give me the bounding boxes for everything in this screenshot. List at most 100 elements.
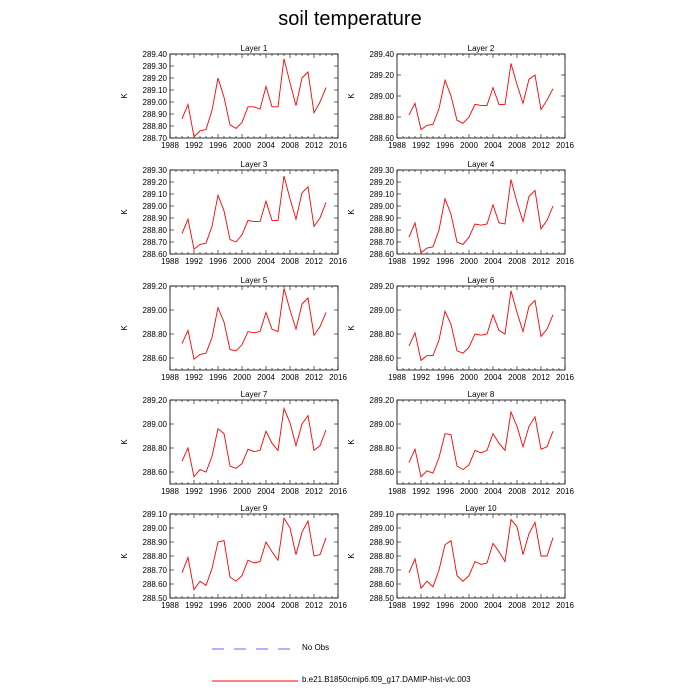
x-tick-label: 2004 (257, 373, 275, 382)
y-tick-label: 288.90 (143, 538, 168, 547)
y-tick-label: 288.80 (143, 330, 168, 339)
y-tick-label: 288.50 (370, 594, 395, 603)
x-tick-label: 1996 (436, 601, 454, 610)
x-tick-label: 1992 (185, 141, 203, 150)
x-tick-label: 1996 (209, 601, 227, 610)
y-axis-label: K (120, 439, 129, 445)
x-tick-label: 1992 (185, 601, 203, 610)
y-tick-label: 288.80 (143, 226, 168, 235)
x-tick-label: 1988 (161, 141, 179, 150)
x-tick-label: 1988 (388, 487, 406, 496)
x-tick-label: 2004 (257, 601, 275, 610)
y-tick-label: 288.60 (370, 354, 395, 363)
y-tick-label: 289.20 (143, 178, 168, 187)
x-tick-label: 1992 (412, 257, 430, 266)
y-tick-label: 289.20 (370, 71, 395, 80)
x-tick-label: 2008 (281, 487, 299, 496)
y-tick-label: 288.90 (370, 538, 395, 547)
y-tick-label: 289.00 (370, 306, 395, 315)
plot-frame (396, 513, 566, 599)
x-tick-label: 1988 (161, 373, 179, 382)
panel-title: Layer 9 (241, 504, 268, 513)
series-line (181, 58, 327, 138)
y-tick-label: 288.80 (370, 226, 395, 235)
x-tick-label: 2012 (532, 601, 550, 610)
x-tick-label: 1992 (185, 257, 203, 266)
panel-layer-5: Layer 5 K 1988 1992 1996 2000 2004 2008 2012 2016… (120, 276, 347, 382)
y-axis-label: K (120, 93, 129, 99)
y-tick-label: 288.80 (370, 330, 395, 339)
y-tick-label: 289.00 (370, 202, 395, 211)
y-tick-label: 288.60 (370, 134, 395, 143)
x-tick-label: 2016 (556, 487, 574, 496)
y-tick-label: 289.00 (370, 92, 395, 101)
plot-frame (396, 53, 566, 139)
x-tick-label: 2008 (508, 487, 526, 496)
y-tick-label: 288.80 (143, 444, 168, 453)
y-tick-label: 289.00 (370, 420, 395, 429)
panel-title: Layer 2 (468, 44, 495, 53)
y-tick-label: 288.60 (143, 468, 168, 477)
x-tick-label: 1988 (161, 257, 179, 266)
y-tick-label: 289.20 (370, 396, 395, 405)
x-tick-label: 1996 (436, 141, 454, 150)
y-tick-label: 289.00 (143, 306, 168, 315)
y-tick-label: 289.20 (370, 178, 395, 187)
y-tick-label: 288.70 (143, 238, 168, 247)
x-tick-label: 2016 (329, 257, 347, 266)
x-tick-label: 2016 (329, 373, 347, 382)
x-tick-label: 2000 (460, 257, 478, 266)
x-tick-label: 2012 (305, 141, 323, 150)
x-tick-label: 2004 (484, 257, 502, 266)
x-tick-label: 2012 (532, 487, 550, 496)
x-tick-label: 2012 (305, 257, 323, 266)
x-tick-label: 1992 (412, 373, 430, 382)
x-tick-label: 2004 (257, 487, 275, 496)
x-tick-label: 2008 (281, 373, 299, 382)
panel-layer-9: Layer 9 K 1988 1992 1996 2000 2004 2008 2012 2016… (120, 504, 347, 610)
x-tick-label: 2000 (233, 601, 251, 610)
y-tick-label: 288.90 (370, 214, 395, 223)
y-tick-label: 288.70 (370, 566, 395, 575)
panel-layer-10: Layer 10 K 1988 1992 1996 2000 2004 2008 2012 201… (347, 504, 574, 610)
x-tick-label: 2004 (484, 601, 502, 610)
y-tick-label: 289.10 (370, 190, 395, 199)
x-tick-label: 2000 (233, 487, 251, 496)
plot-frame (396, 169, 566, 255)
x-tick-label: 2016 (556, 141, 574, 150)
y-tick-label: 289.40 (143, 50, 168, 59)
x-tick-label: 2004 (484, 487, 502, 496)
panel-title: Layer 5 (241, 276, 268, 285)
panel-title: Layer 8 (468, 390, 495, 399)
figure-title: soil temperature (278, 8, 422, 30)
y-tick-label: 288.70 (370, 238, 395, 247)
x-tick-label: 1992 (185, 373, 203, 382)
y-tick-label: 289.30 (370, 166, 395, 175)
panel-title: Layer 1 (241, 44, 268, 53)
series-line (408, 518, 554, 590)
y-axis-label: K (347, 553, 356, 559)
y-axis-label: K (120, 325, 129, 331)
x-tick-label: 1996 (436, 257, 454, 266)
panel-layer-6: Layer 6 K 1988 1992 1996 2000 2004 2008 2012 2016… (347, 276, 574, 382)
panel-title: Layer 10 (465, 504, 497, 513)
y-tick-label: 289.20 (143, 396, 168, 405)
legend-model-line (212, 680, 298, 682)
plot-frame (169, 169, 339, 255)
y-tick-label: 289.20 (143, 282, 168, 291)
x-tick-label: 2012 (305, 601, 323, 610)
series-line (408, 410, 554, 478)
x-tick-label: 1992 (412, 141, 430, 150)
x-tick-label: 2008 (508, 601, 526, 610)
y-tick-label: 288.60 (370, 250, 395, 259)
y-axis-label: K (120, 553, 129, 559)
panel-layer-8: Layer 8 K 1988 1992 1996 2000 2004 2008 2012 2016… (347, 390, 574, 496)
y-tick-label: 289.00 (143, 202, 168, 211)
y-tick-label: 288.50 (143, 594, 168, 603)
series-line (408, 290, 554, 362)
x-tick-label: 1988 (161, 601, 179, 610)
y-tick-label: 288.70 (143, 134, 168, 143)
x-tick-label: 2012 (305, 487, 323, 496)
x-tick-label: 1996 (436, 487, 454, 496)
